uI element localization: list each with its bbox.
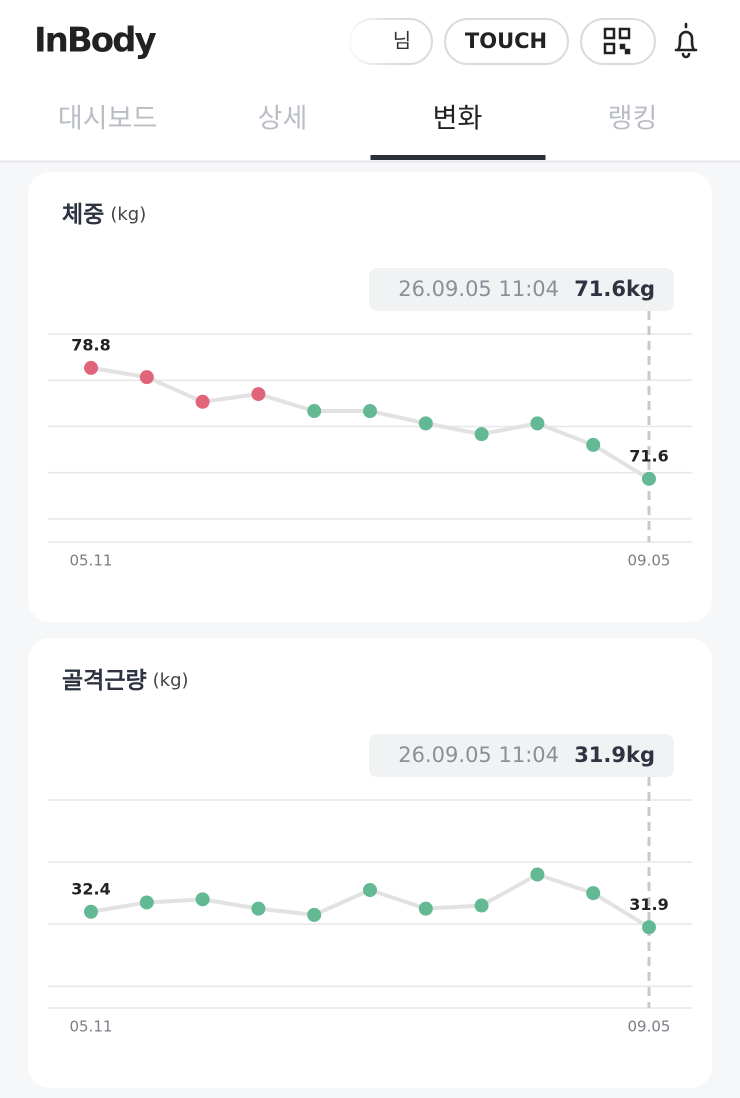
logo[interactable]: InBody	[34, 21, 158, 61]
tooltip-value: 31.9kg	[574, 743, 655, 767]
tooltip-date: 26.09.05 11:04	[398, 277, 559, 301]
point[interactable]	[642, 920, 656, 935]
card	[28, 172, 712, 622]
point[interactable]	[307, 404, 322, 419]
card-title-text: 체중	[62, 202, 104, 228]
x-tick-label: 09.05	[628, 1018, 671, 1036]
point[interactable]	[418, 416, 433, 431]
x-tick-label: 09.05	[628, 552, 671, 570]
tooltip-value: 71.6kg	[574, 277, 655, 301]
point[interactable]	[84, 360, 98, 375]
touch-button[interactable]	[444, 18, 569, 65]
user-button-label[interactable]: 님	[393, 29, 411, 53]
point[interactable]	[307, 907, 322, 922]
point[interactable]	[474, 427, 489, 442]
data-label: 78.8	[71, 335, 110, 354]
point[interactable]	[642, 471, 656, 486]
point[interactable]	[195, 892, 210, 907]
tab[interactable]: 상세	[258, 104, 308, 135]
card-title-unit: (kg)	[153, 670, 189, 691]
tooltip-box	[369, 734, 674, 777]
card-title-text: 골격근량	[62, 668, 147, 694]
tab[interactable]: 랭킹	[608, 104, 658, 135]
scroll-fade	[340, 14, 396, 70]
x-tick-label: 05.11	[70, 1018, 113, 1036]
data-label: 71.6	[629, 446, 668, 465]
card-title: 체중 (kg)	[62, 202, 146, 228]
point[interactable]	[139, 370, 154, 385]
point[interactable]	[363, 883, 377, 898]
point[interactable]	[474, 898, 489, 913]
tooltip-date: 26.09.05 11:04	[398, 743, 559, 767]
touch-button-label[interactable]: TOUCH	[465, 29, 547, 53]
data-label: 31.9	[629, 895, 668, 914]
card	[28, 638, 712, 1088]
point[interactable]	[363, 404, 377, 419]
point[interactable]	[139, 895, 154, 910]
bell-icon[interactable]	[674, 22, 698, 59]
point[interactable]	[586, 886, 601, 901]
point[interactable]	[530, 867, 545, 882]
point[interactable]	[251, 901, 266, 916]
point[interactable]	[586, 437, 601, 452]
tab-indicator	[370, 155, 546, 160]
point[interactable]	[195, 394, 210, 409]
point[interactable]	[251, 387, 266, 402]
qr-button[interactable]	[580, 18, 656, 65]
card-title-unit: (kg)	[110, 204, 146, 225]
point[interactable]	[530, 416, 545, 431]
qr-icon	[603, 27, 631, 55]
x-tick-label: 05.11	[70, 552, 113, 570]
data-label: 32.4	[71, 879, 110, 898]
tab[interactable]: 변화	[433, 104, 483, 135]
tooltip-box	[369, 268, 674, 311]
card-title: 골격근량 (kg)	[62, 668, 189, 694]
point[interactable]	[84, 904, 98, 919]
point[interactable]	[418, 901, 433, 916]
tab[interactable]: 대시보드	[58, 104, 157, 135]
